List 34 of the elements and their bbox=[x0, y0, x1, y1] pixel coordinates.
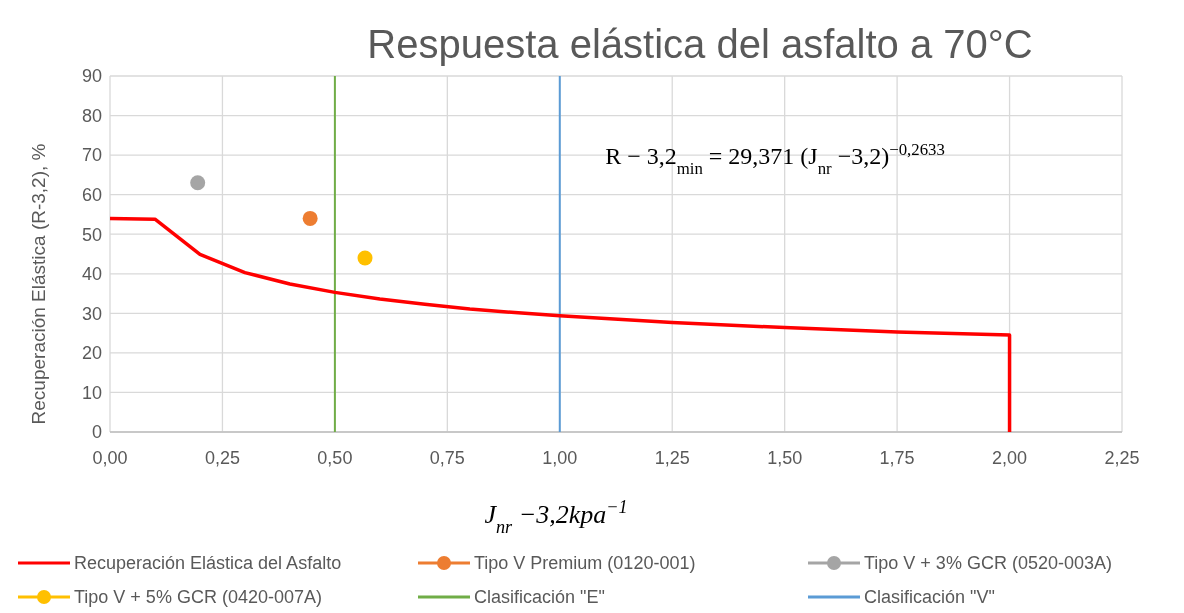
line-series bbox=[108, 216, 1012, 434]
annotation: R − 3,2$_{min}$ = 29,371 (J$_{nr}$ −3,2)$^{−0,2633}$ bbox=[605, 139, 945, 178]
point bbox=[302, 210, 318, 226]
x-axis-title: J$_{nr}$ −3,2kpa$^{−1}$ bbox=[484, 497, 628, 537]
y-tick-label: 70 bbox=[81, 145, 102, 166]
x-tick-label: 1,25 bbox=[654, 448, 690, 468]
legend-label: Tipo V + 3% GCR (0520-003A) bbox=[864, 553, 1112, 574]
x-tick-label: 0,50 bbox=[317, 448, 353, 468]
chart-title: Respuesta elástica del asfalto a 70°C bbox=[367, 22, 1033, 66]
y-axis-title: Recuperación Elástica (R-3,2), % bbox=[28, 143, 49, 425]
legend-label: Clasificación "E" bbox=[474, 587, 605, 608]
y-tick-label: 50 bbox=[81, 224, 102, 245]
y-tick-label: 20 bbox=[81, 343, 102, 364]
y-tick-label: 90 bbox=[81, 66, 102, 87]
x-tick-label: 1,50 bbox=[767, 448, 803, 468]
legend-label: Tipo V + 5% GCR (0420-007A) bbox=[74, 587, 322, 608]
x-tick-label: 0,25 bbox=[204, 448, 240, 468]
x-tick-label: 1,00 bbox=[542, 448, 578, 468]
x-tick-label: 2,00 bbox=[992, 448, 1028, 468]
y-tick-label: 30 bbox=[81, 303, 102, 324]
point bbox=[190, 175, 206, 191]
x-tick-label: 0,75 bbox=[429, 448, 465, 468]
legend-label: Clasificación "V" bbox=[864, 587, 995, 608]
x-tick-label: 1,75 bbox=[879, 448, 915, 468]
legend-label: Recuperación Elástica del Asfalto bbox=[74, 553, 342, 574]
y-tick-label: 10 bbox=[81, 382, 102, 403]
y-tick-label: 60 bbox=[81, 184, 102, 205]
y-tick-label: 0 bbox=[91, 422, 102, 443]
y-tick-label: 80 bbox=[81, 105, 102, 126]
point bbox=[357, 250, 373, 266]
legend-label: Tipo V Premium (0120-001) bbox=[474, 553, 696, 574]
x-tick-label: 2,25 bbox=[1104, 448, 1140, 468]
x-tick-label: 0,00 bbox=[92, 448, 128, 468]
y-tick-label: 40 bbox=[81, 264, 102, 285]
